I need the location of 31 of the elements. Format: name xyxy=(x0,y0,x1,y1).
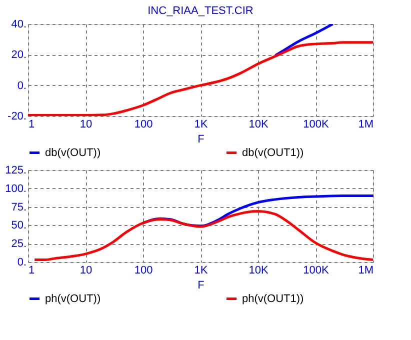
x-tick-label: 100K xyxy=(303,264,330,276)
y-tick-label: 125. xyxy=(5,164,26,176)
x-tick-label: 10K xyxy=(248,118,269,130)
legend-label: ph(v(OUT1)) xyxy=(242,292,304,305)
x-tick-label: 1 xyxy=(28,118,35,130)
y-tick-label: 100. xyxy=(5,182,26,195)
y-tick-label: 75. xyxy=(11,201,26,214)
legend-label: db(v(OUT)) xyxy=(45,146,101,159)
x-tick-label: 1K xyxy=(194,264,208,276)
x-tick-label: 1M xyxy=(358,118,374,130)
x-tick-label: 100K xyxy=(303,118,330,130)
x-tick-label: 1K xyxy=(194,118,208,130)
y-tick-label: 40. xyxy=(11,18,26,30)
legend-label: ph(v(OUT)) xyxy=(45,292,101,305)
x-axis-title: F xyxy=(198,280,205,292)
x-axis-title: F xyxy=(198,134,205,146)
legend-label: db(v(OUT1)) xyxy=(242,146,304,159)
y-tick-label: 0. xyxy=(17,256,26,268)
chart-title: INC_RIAA_TEST.CIR xyxy=(148,5,254,17)
x-tick-label: 100 xyxy=(134,118,153,130)
x-tick-label: 100 xyxy=(134,264,153,276)
x-tick-label: 10K xyxy=(248,264,269,276)
y-tick-label: 50. xyxy=(11,220,26,232)
x-tick-label: 1 xyxy=(28,264,35,276)
x-tick-label: 10 xyxy=(80,264,92,276)
x-tick-label: 1M xyxy=(358,264,374,276)
x-tick-label: 10 xyxy=(80,118,92,130)
y-tick-label: 20. xyxy=(11,49,26,62)
y-tick-label: 25. xyxy=(11,238,26,250)
y-tick-label: -20. xyxy=(8,110,26,122)
y-tick-label: 0. xyxy=(17,80,26,92)
